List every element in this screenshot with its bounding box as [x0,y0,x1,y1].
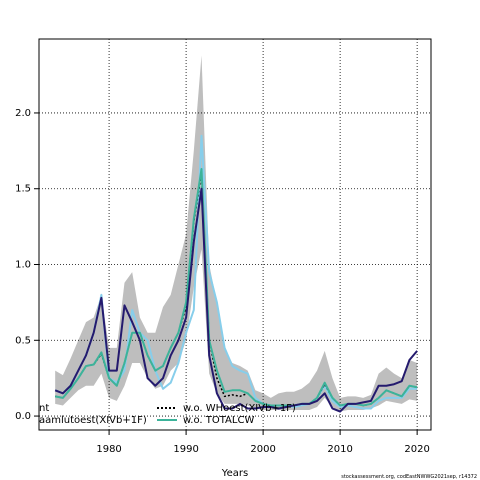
series-line [54,134,418,410]
x-axis-label: Years [221,468,248,479]
legend-label: nt [39,403,49,414]
x-tick-label: 2000 [250,444,275,455]
y-tick-label: 0.5 [15,335,31,346]
y-tick-label: 1.0 [15,260,31,271]
y-tick-label: 2.0 [15,108,31,119]
series-line [54,187,418,413]
x-tick-label: 1990 [173,444,198,455]
legend-label: w.o. WHoest(XIVb+1F) [183,403,296,414]
series-line [55,172,418,407]
legend-label: aamlutoest(XIVb+1F) [39,415,147,426]
plot-frame [38,38,432,431]
confidence-band [55,55,418,412]
footnote: stockassessment.org, codEastNWWG2021sep,… [341,474,477,480]
x-tick-label: 1980 [96,444,121,455]
y-tick-label: 1.5 [15,184,31,195]
x-tick-label: 2020 [404,444,429,455]
legend-label: w.o. TOTALCW [183,415,254,426]
y-tick-label: 0.0 [15,411,31,422]
x-tick-label: 2010 [327,444,352,455]
